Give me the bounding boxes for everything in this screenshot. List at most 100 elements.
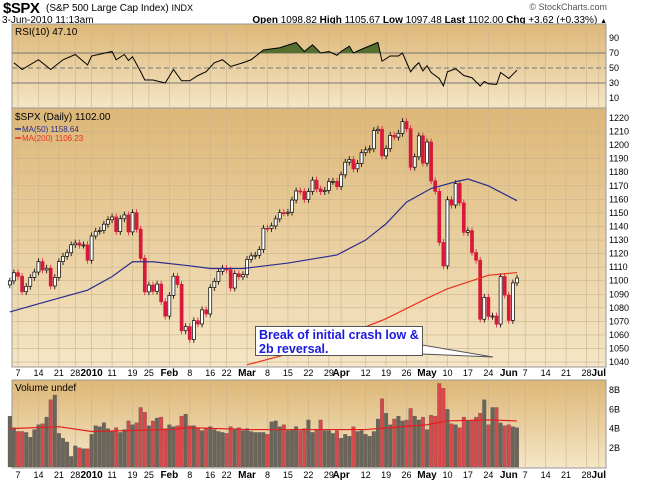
volume-bar [122, 429, 127, 468]
candlestick [151, 281, 155, 295]
candlestick [343, 158, 348, 179]
candle-body [363, 149, 368, 154]
volume-bar [232, 428, 237, 468]
candlestick [77, 239, 82, 249]
volume-bar [363, 434, 368, 468]
candlestick [228, 266, 233, 292]
volume-bar [85, 448, 90, 468]
candlestick [134, 209, 139, 233]
candle-body [212, 281, 217, 288]
candlestick [388, 131, 393, 152]
volume-bar [314, 429, 319, 468]
candlestick [36, 258, 41, 276]
x-tick-label: 21 [54, 368, 64, 378]
candlestick [200, 306, 204, 328]
volume-bar [515, 427, 519, 468]
volume-bar [290, 429, 294, 468]
candle-body [89, 235, 94, 261]
volume-bar [437, 383, 442, 468]
candle-body [273, 218, 278, 227]
candlestick [110, 213, 114, 224]
candlestick [482, 294, 487, 323]
volume-bar [449, 423, 454, 468]
open-value: 1098.82 [280, 15, 317, 26]
candlestick [163, 298, 168, 320]
volume-bar [56, 433, 61, 468]
volume-bar [36, 424, 41, 468]
volume-bar [204, 427, 209, 468]
ma50-legend: MA(50) 1158.64 [22, 125, 79, 134]
candle-body [449, 199, 454, 206]
volume-bar [179, 415, 184, 468]
candlestick [187, 323, 192, 343]
x-tick-label: Jul [592, 470, 607, 481]
candle-body [269, 225, 274, 229]
candlestick [57, 258, 61, 281]
candlestick [48, 264, 53, 290]
ma50-line [9, 178, 518, 313]
volume-bar [155, 417, 160, 468]
copyright: © StockCharts.com [529, 2, 607, 12]
candle-body [470, 230, 474, 253]
candlestick [114, 213, 119, 236]
volume-bar [510, 426, 515, 468]
candle-body [134, 212, 139, 230]
volume-bar [302, 428, 307, 468]
candle-body [502, 276, 507, 296]
x-tick-label: 22 [303, 470, 313, 480]
candle-body [322, 190, 327, 192]
price-tick-label: 1160 [609, 194, 628, 204]
volume-bar [44, 416, 49, 468]
candlestick [433, 177, 438, 195]
index-name: (S&P 500 Large Cap Index) [46, 3, 169, 14]
volume-bar [494, 407, 499, 468]
candle-body [400, 121, 405, 134]
candle-body [474, 252, 478, 261]
volume-bar [412, 415, 417, 468]
volume-bar [408, 408, 413, 468]
annotation-callout: Break of initial crash low & 2b reversal… [255, 326, 423, 356]
volume-bar [69, 456, 74, 468]
candle-body [151, 284, 155, 292]
volume-bar [151, 420, 155, 468]
candle-body [282, 212, 286, 214]
volume-bar [40, 423, 45, 468]
candle-body [183, 326, 188, 332]
volume-bar [138, 407, 143, 468]
volume-legend: Volume undef [15, 383, 76, 394]
candle-body [290, 199, 294, 213]
candlestick [102, 220, 106, 234]
candlestick [498, 273, 503, 328]
candle-body [310, 179, 315, 192]
candlestick [81, 241, 86, 249]
candlestick [437, 187, 442, 246]
chg-value: +3.62 (+0.33%) [528, 15, 598, 26]
rsi-tick-label: 10 [609, 93, 619, 103]
candlestick [416, 132, 421, 161]
volume-bar [167, 424, 172, 468]
x-tick-label: 22 [222, 470, 232, 480]
rsi-panel [11, 23, 607, 109]
annotation-line-2: 2b reversal. [259, 342, 329, 356]
volume-bar [118, 432, 123, 468]
x-tick-label: 19 [381, 470, 391, 480]
volume-bar [273, 420, 278, 468]
candle-body [122, 214, 127, 220]
candle-body [277, 212, 282, 220]
volume-bar [347, 436, 352, 468]
volume-tick-label: 6B [609, 404, 620, 414]
candlestick [347, 156, 352, 166]
candle-body [429, 141, 433, 182]
volume-bar [61, 438, 65, 468]
candle-body [515, 277, 519, 284]
volume-bar [159, 416, 164, 468]
x-tick-label: 17 [463, 368, 473, 378]
x-tick-label: 19 [381, 368, 391, 378]
candle-body [93, 230, 98, 237]
ma200-legend: MA(200) 1106.23 [22, 134, 84, 143]
candle-body [28, 277, 33, 287]
candlestick [282, 209, 286, 217]
candlestick [44, 264, 49, 274]
volume-bar [351, 426, 356, 468]
x-tick-label: 29 [324, 368, 334, 378]
